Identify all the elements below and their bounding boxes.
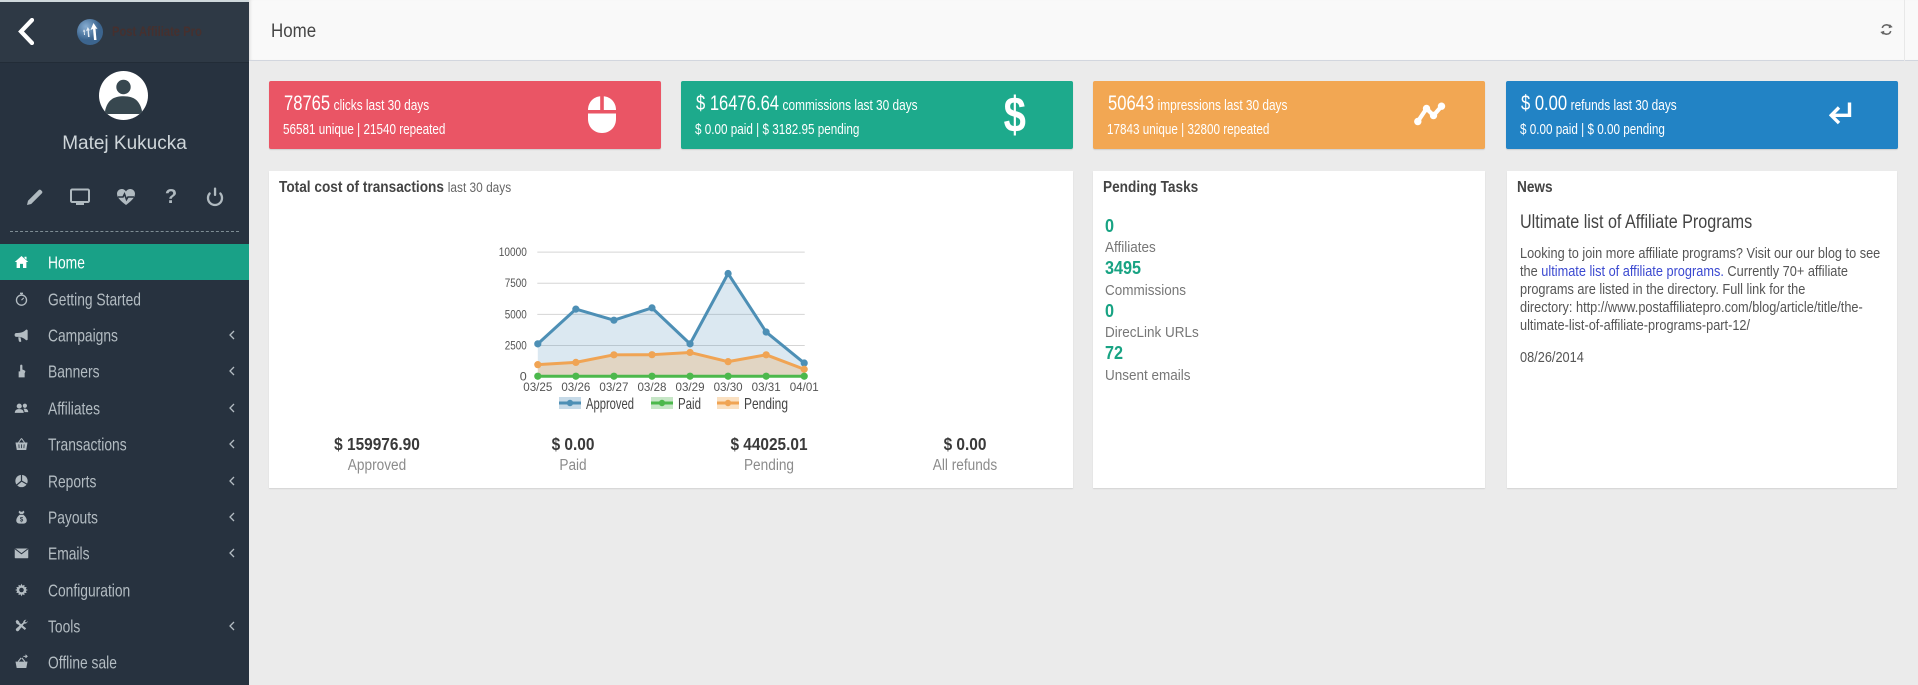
svg-text:5000: 5000 — [505, 307, 527, 321]
svg-text:03/31: 03/31 — [752, 380, 781, 394]
svg-text:Paid: Paid — [678, 396, 701, 413]
svg-text:03/26: 03/26 — [561, 380, 590, 394]
svg-text:03/25: 03/25 — [523, 380, 552, 394]
svg-text:Approved: Approved — [586, 396, 634, 413]
svg-text:Pending: Pending — [744, 396, 788, 413]
svg-text:03/28: 03/28 — [637, 380, 666, 394]
svg-text:03/27: 03/27 — [599, 380, 628, 394]
svg-text:7500: 7500 — [505, 276, 527, 290]
svg-text:0: 0 — [520, 370, 527, 384]
svg-text:04/01: 04/01 — [790, 380, 819, 394]
svg-text:03/29: 03/29 — [676, 380, 705, 394]
svg-text:10000: 10000 — [499, 245, 527, 259]
svg-text:03/30: 03/30 — [714, 380, 743, 394]
svg-text:$: $ — [20, 517, 24, 523]
svg-text:2500: 2500 — [505, 338, 527, 352]
